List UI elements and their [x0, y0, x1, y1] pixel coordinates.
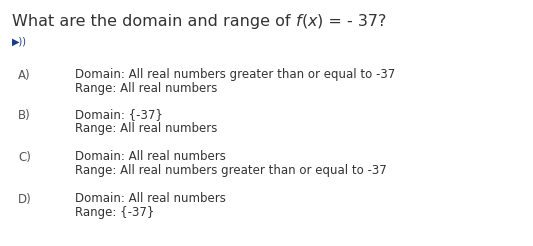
Text: A): A) — [18, 68, 30, 81]
Text: What are the domain and range of: What are the domain and range of — [12, 14, 296, 29]
Text: Range: All real numbers: Range: All real numbers — [75, 82, 217, 95]
Text: Domain: All real numbers greater than or equal to -37: Domain: All real numbers greater than or… — [75, 68, 395, 81]
Text: x: x — [308, 14, 317, 29]
Text: Range: {-37}: Range: {-37} — [75, 206, 155, 219]
Text: ) = - 37?: ) = - 37? — [317, 14, 386, 29]
Text: Domain: All real numbers: Domain: All real numbers — [75, 150, 226, 163]
Text: C): C) — [18, 151, 31, 164]
Text: f: f — [296, 14, 301, 29]
Text: B): B) — [18, 108, 31, 122]
Text: (: ( — [301, 14, 308, 29]
Text: Domain: {-37}: Domain: {-37} — [75, 108, 163, 121]
Text: Range: All real numbers greater than or equal to -37: Range: All real numbers greater than or … — [75, 164, 387, 177]
Text: Range: All real numbers: Range: All real numbers — [75, 122, 217, 135]
Text: ▶)): ▶)) — [12, 37, 27, 47]
Text: D): D) — [18, 193, 32, 205]
Text: Domain: All real numbers: Domain: All real numbers — [75, 192, 226, 205]
